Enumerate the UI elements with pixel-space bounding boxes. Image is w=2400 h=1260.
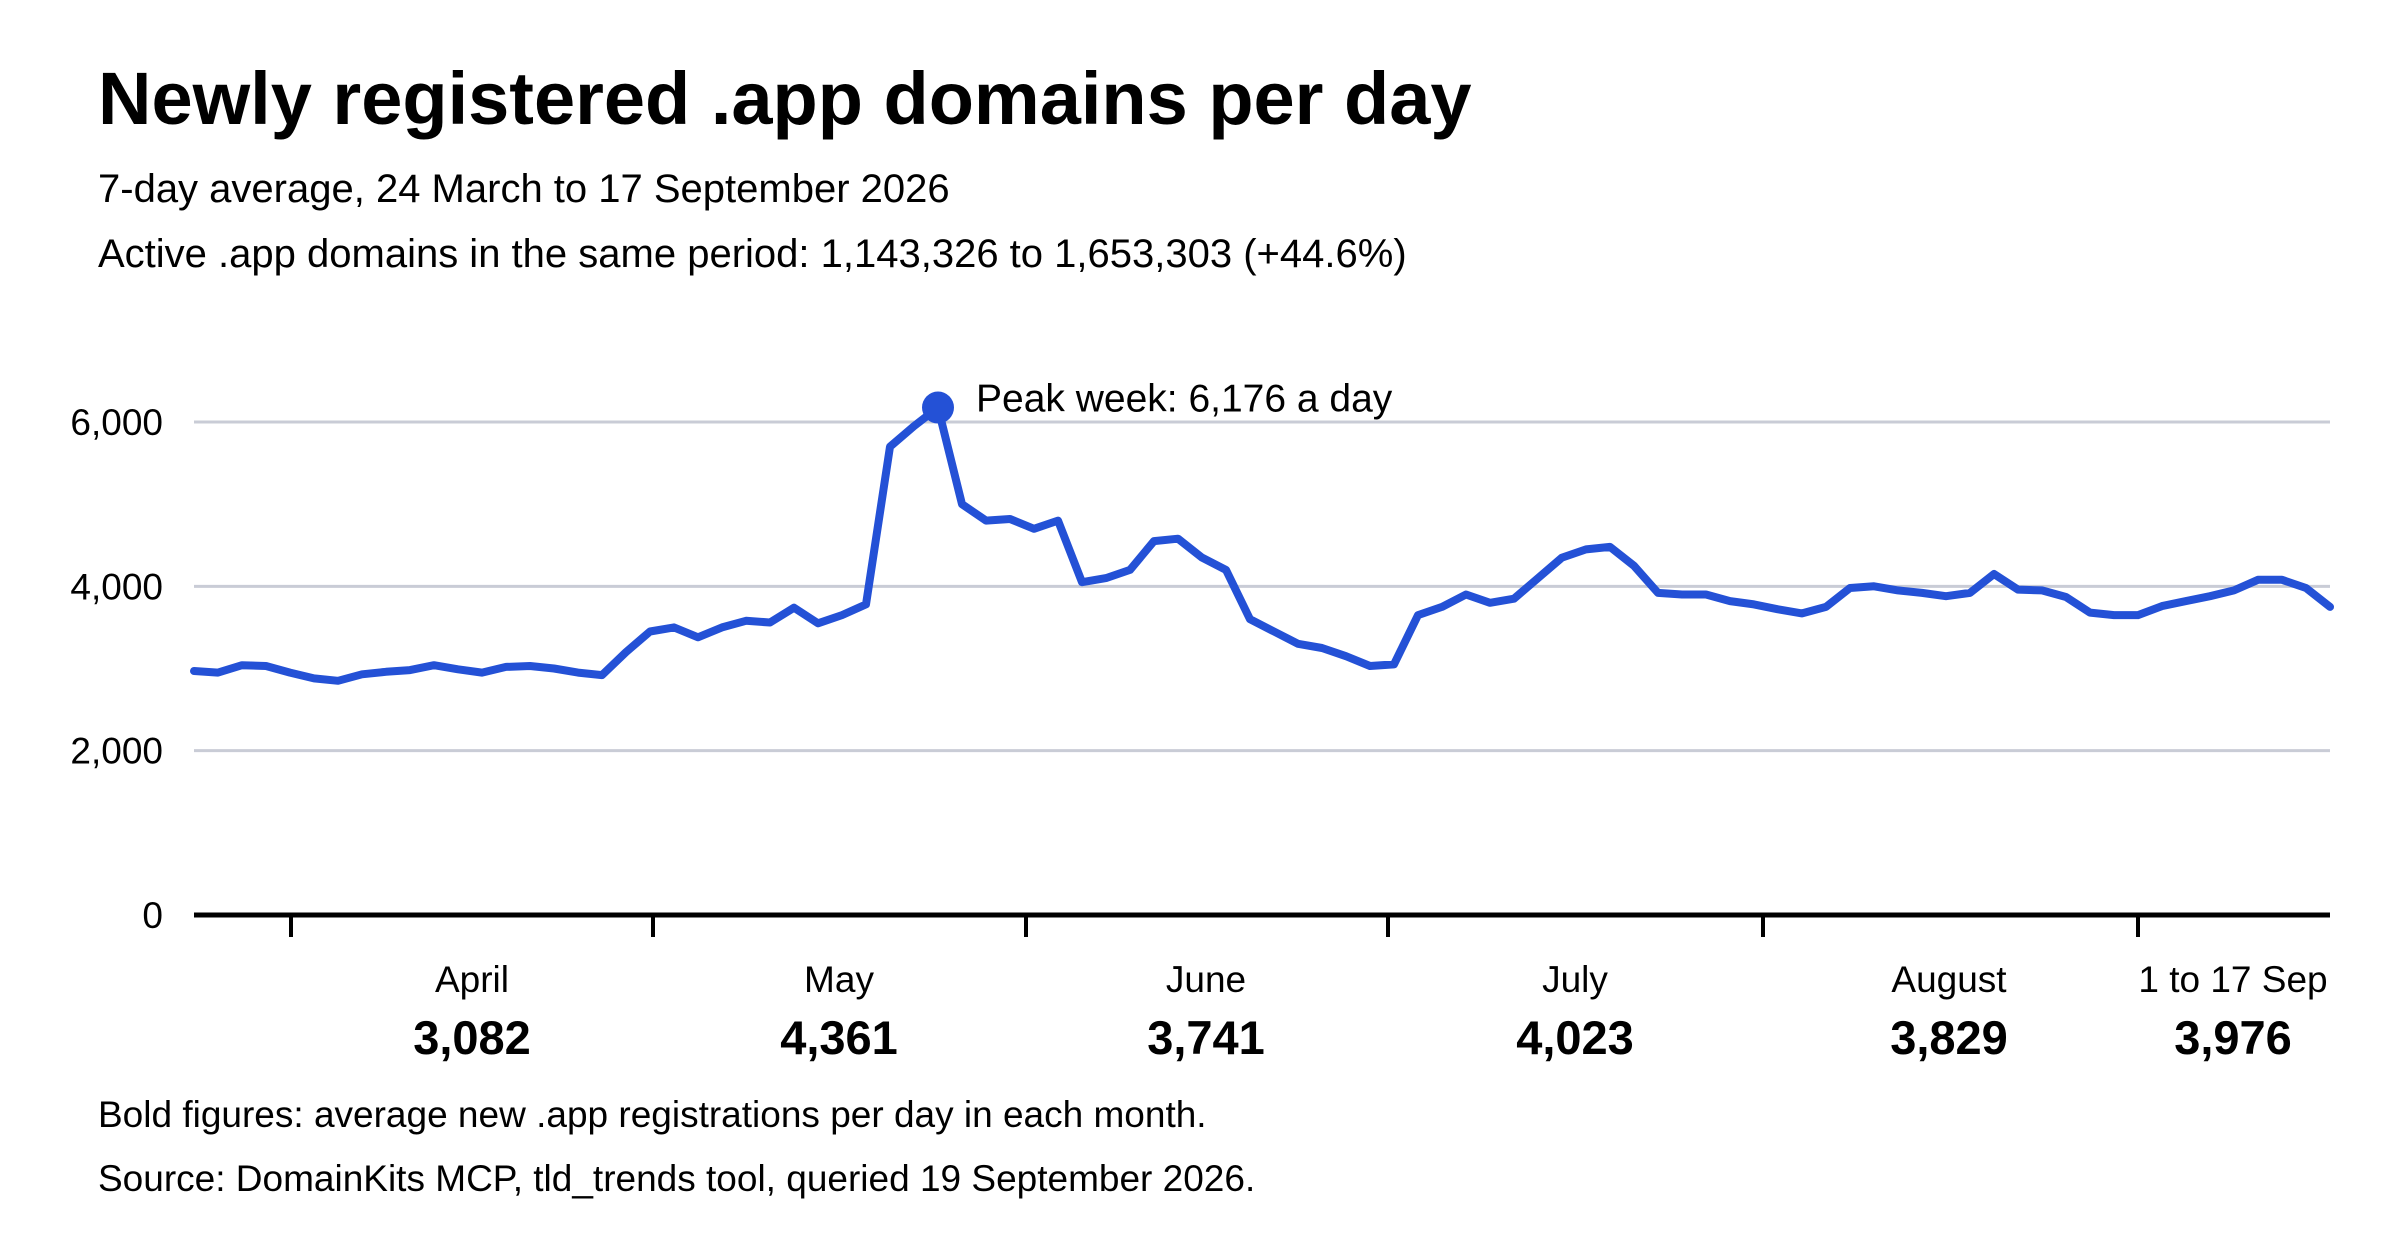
y-tick-label: 4,000 bbox=[70, 566, 163, 607]
month-average: 4,361 bbox=[780, 1011, 898, 1064]
month-average: 3,829 bbox=[1890, 1011, 2008, 1064]
chart-subtitle: 7-day average, 24 March to 17 September … bbox=[98, 167, 950, 211]
month-average: 3,976 bbox=[2174, 1011, 2292, 1064]
month-average: 3,741 bbox=[1147, 1011, 1265, 1064]
month-label: July bbox=[1542, 959, 1608, 1000]
month-label: April bbox=[435, 959, 509, 1000]
chart-title: Newly registered .app domains per day bbox=[98, 57, 1472, 140]
footnote: Source: DomainKits MCP, tld_trends tool,… bbox=[98, 1158, 1255, 1199]
y-tick-label: 2,000 bbox=[70, 731, 163, 772]
y-tick-label: 0 bbox=[142, 895, 163, 936]
month-average: 4,023 bbox=[1516, 1011, 1634, 1064]
footnote: Bold figures: average new .app registrat… bbox=[98, 1094, 1207, 1135]
month-average: 3,082 bbox=[413, 1011, 531, 1064]
month-label: 1 to 17 Sep bbox=[2138, 959, 2327, 1000]
y-tick-label: 6,000 bbox=[70, 402, 163, 443]
chart-subtitle: Active .app domains in the same period: … bbox=[98, 232, 1407, 276]
peak-marker bbox=[922, 391, 954, 424]
month-label: June bbox=[1166, 959, 1246, 1000]
data-line bbox=[190, 403, 2334, 685]
month-label: August bbox=[1891, 959, 2007, 1000]
annotation: Peak week: 6,176 a day bbox=[976, 378, 1393, 421]
month-label: May bbox=[804, 959, 874, 1000]
